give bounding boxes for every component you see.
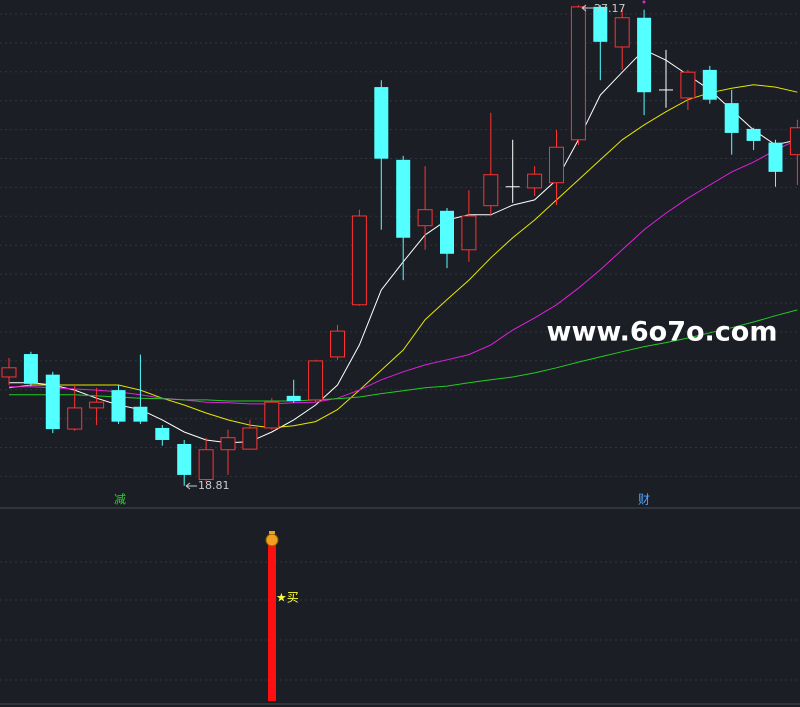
candle-body bbox=[264, 401, 280, 429]
candle-body bbox=[396, 159, 411, 238]
label-left: 减 bbox=[114, 493, 126, 507]
candle-body bbox=[133, 406, 148, 422]
candle-body bbox=[483, 174, 499, 207]
candle-body bbox=[220, 437, 236, 451]
candle-body bbox=[461, 215, 477, 251]
buy-signal: ★买 bbox=[265, 531, 299, 701]
candle-body bbox=[417, 209, 433, 227]
candle-body bbox=[549, 146, 564, 184]
candle-body bbox=[67, 407, 83, 430]
candle-body bbox=[330, 330, 345, 358]
high-label: 27.17 bbox=[594, 2, 626, 15]
candle-body bbox=[680, 71, 696, 99]
grid bbox=[0, 13, 800, 681]
marker-dot bbox=[642, 0, 646, 4]
low-arrow bbox=[185, 482, 197, 490]
candle-body bbox=[614, 17, 630, 48]
low-label: 18.81 bbox=[198, 479, 230, 492]
candle-body bbox=[111, 390, 126, 422]
candles bbox=[1, 5, 800, 486]
candle-body bbox=[768, 142, 783, 172]
signal-icon-top bbox=[269, 531, 275, 534]
candle-body bbox=[593, 6, 608, 42]
candle-body bbox=[637, 17, 652, 93]
candle-body bbox=[440, 210, 454, 254]
watermark: www.6o7o.com bbox=[547, 317, 778, 348]
candle-body bbox=[286, 395, 301, 402]
candle-body bbox=[177, 443, 192, 475]
low-annotation: 18.81 bbox=[185, 479, 230, 492]
candle-body bbox=[155, 427, 170, 440]
candle-body bbox=[746, 128, 761, 141]
candle-body bbox=[242, 427, 258, 450]
high-arrow bbox=[581, 4, 593, 12]
candle-body bbox=[89, 401, 105, 409]
candle-body bbox=[308, 360, 324, 401]
candle-body bbox=[374, 87, 389, 159]
candle-body bbox=[724, 103, 739, 133]
candle-body bbox=[198, 449, 214, 481]
candle-body bbox=[702, 69, 717, 100]
candle-body bbox=[527, 173, 543, 189]
candle-body bbox=[45, 374, 60, 430]
signal-label: ★买 bbox=[276, 591, 299, 605]
signal-bar bbox=[268, 545, 276, 701]
candle-body bbox=[351, 215, 367, 306]
candle-body bbox=[570, 6, 586, 141]
signal-icon bbox=[265, 533, 279, 547]
high-annotation: 27.17 bbox=[581, 2, 626, 15]
candle-body bbox=[789, 127, 800, 156]
candle-body bbox=[23, 354, 38, 384]
candle-body bbox=[1, 367, 17, 378]
label-right: 财 bbox=[638, 493, 650, 507]
